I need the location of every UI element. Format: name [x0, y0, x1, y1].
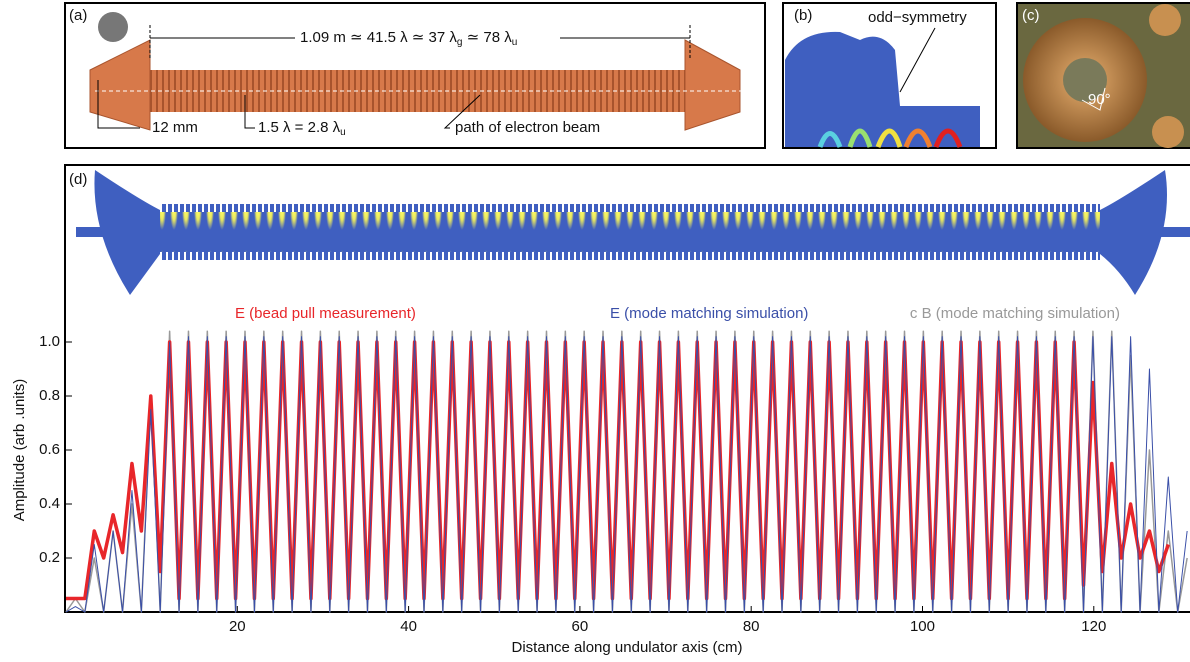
illustration [94, 170, 160, 295]
subscript: g [457, 37, 463, 48]
series-line [65, 336, 1188, 613]
illustration [160, 204, 1100, 212]
panel-a: (a) 1.09 m ≃ 41.5 λ ≃ 37 λg ≃ 78 λu 12 m… [64, 2, 766, 149]
x-tick-label: 40 [400, 618, 417, 635]
arrow [443, 94, 481, 129]
panel-b: (b) odd−symmetry [782, 2, 997, 149]
length-label: 1.09 m ≃ 41.5 λ ≃ 37 λg ≃ 78 λu [300, 29, 517, 48]
text-part: 1.5 λ = 2.8 λ [258, 119, 341, 136]
illustration [160, 252, 1100, 260]
x-axis-label: Distance along undulator axis (cm) [512, 639, 743, 656]
illustration [1152, 116, 1184, 148]
panel-c: (c) 90° [1016, 2, 1190, 149]
panel-label: (d) [69, 171, 87, 188]
arrow [97, 80, 140, 129]
x-tick-label: 20 [229, 618, 246, 635]
arrow [244, 95, 255, 129]
illustration [1081, 87, 1106, 111]
panel-label: (c) [1022, 7, 1040, 24]
annotation: odd−symmetry [868, 9, 967, 26]
panel-frame [64, 164, 1190, 613]
subscript: u [340, 127, 346, 138]
y-tick-label: 0.2 [39, 549, 60, 566]
panel-label: (b) [794, 7, 812, 24]
illustration [1149, 4, 1181, 36]
x-tick-label: 60 [572, 618, 589, 635]
illustration [785, 31, 980, 147]
illustration [1100, 170, 1167, 295]
y-tick-label: 0.8 [39, 387, 60, 404]
legend-label: E (bead pull measurement) [235, 305, 416, 322]
annotation: 90° [1088, 91, 1111, 108]
legend-label: E (mode matching simulation) [610, 305, 808, 322]
illustration [684, 39, 741, 131]
illustration [817, 128, 963, 148]
panel-label: (a) [69, 7, 87, 24]
x-tick-label: 120 [1081, 618, 1106, 635]
illustration [1063, 58, 1107, 102]
x-tick-label: 100 [910, 618, 935, 635]
arrow [899, 27, 936, 93]
legend-label: c B (mode matching simulation) [910, 305, 1120, 322]
beam-label: path of electron beam [455, 119, 600, 136]
y-axis-label: Amplitude (arb .units) [11, 379, 28, 522]
illustration [98, 12, 128, 42]
y-tick-label: 1.0 [39, 333, 60, 350]
period-label: 1.5 λ = 2.8 λu [258, 119, 346, 138]
diameter-label: 12 mm [152, 119, 198, 136]
text-part: ≃ 78 λ [462, 29, 512, 46]
panel-d: (d) [64, 164, 1190, 613]
illustration [89, 39, 151, 131]
subscript: u [512, 37, 518, 48]
illustration [160, 212, 1100, 252]
y-tick-label: 0.6 [39, 441, 60, 458]
x-tick-label: 80 [743, 618, 760, 635]
y-tick-label: 0.4 [39, 495, 60, 512]
text-part: 1.09 m ≃ 41.5 λ ≃ 37 λ [300, 29, 457, 46]
plot: 20 40 60 80 100 120 0.2 0.4 0.6 0.8 1.0 Distance al… [11, 305, 1188, 656]
